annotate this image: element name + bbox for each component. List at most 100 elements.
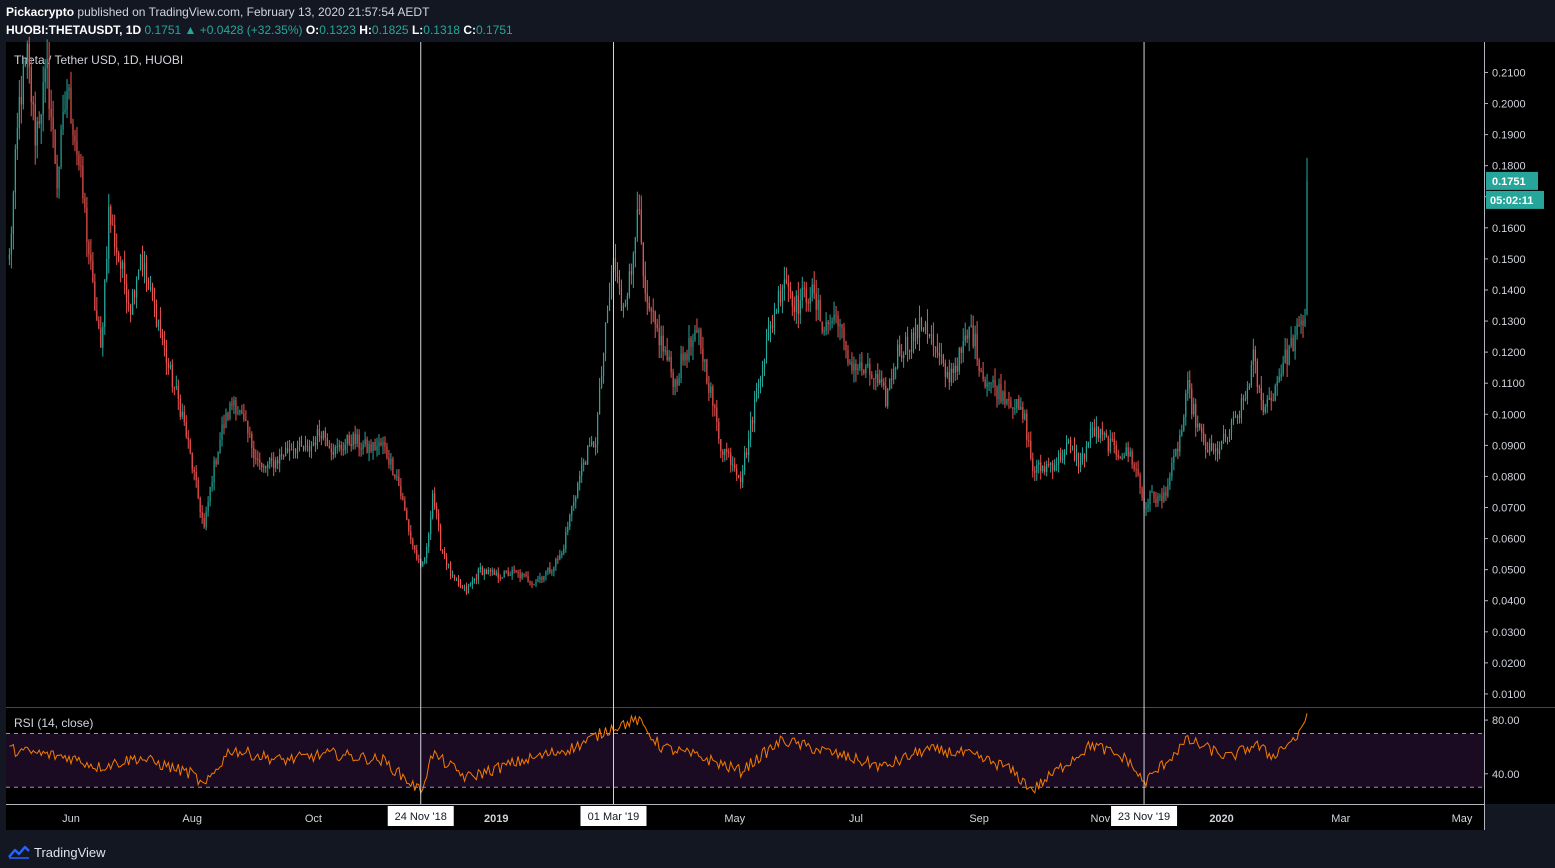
candle-body	[789, 286, 791, 292]
candle-body	[1075, 452, 1078, 461]
candle-body	[972, 325, 974, 347]
series-title: Theta / Tether USD, 1D, HUOBI	[14, 53, 183, 67]
last-price-label: 0.1751	[1492, 176, 1526, 188]
candle-body	[404, 500, 406, 511]
candle-body	[388, 457, 390, 465]
candle-body	[765, 339, 768, 359]
candle-body	[1105, 433, 1107, 438]
candle-body	[122, 262, 124, 269]
tradingview-logo-icon[interactable]	[8, 845, 30, 859]
candle-body	[982, 371, 984, 380]
high-value: 0.1825	[371, 23, 409, 37]
candle-body	[273, 460, 275, 469]
candle-body	[1133, 464, 1135, 469]
candle-body	[1300, 320, 1302, 325]
candle-body	[1226, 436, 1229, 438]
candle-body	[650, 308, 652, 311]
candle-body	[277, 459, 279, 464]
candle-body	[771, 325, 774, 328]
candle-body	[400, 485, 402, 497]
candle-body	[294, 448, 297, 454]
candle-body	[547, 567, 549, 572]
candle-body	[1163, 492, 1165, 502]
candle-body	[620, 288, 623, 311]
candle-body	[646, 293, 648, 303]
candle-body	[449, 563, 452, 576]
time-axis[interactable]	[6, 804, 1484, 830]
candle-body	[513, 569, 515, 571]
candle-body	[1141, 487, 1143, 498]
candle-body	[1002, 391, 1004, 402]
candle-body	[16, 128, 18, 150]
candle-body	[130, 304, 132, 315]
candle-body	[312, 442, 315, 446]
candle-body	[487, 569, 489, 574]
candle-body	[358, 434, 360, 449]
candle-body	[922, 329, 925, 331]
price-axis[interactable]	[1484, 42, 1555, 804]
candle-body	[924, 322, 927, 331]
price-tick-label: 0.1300	[1492, 316, 1526, 328]
candle-body	[211, 482, 213, 487]
candle-body	[716, 407, 718, 422]
candle-body	[539, 577, 541, 580]
candle-body	[370, 444, 372, 451]
candle-body	[974, 333, 976, 347]
time-tick-label: Jun	[62, 813, 80, 825]
candle-body	[48, 58, 50, 109]
candle-body	[290, 449, 293, 451]
candle-body	[1127, 447, 1129, 457]
candle-body	[807, 302, 809, 304]
candle-body	[1276, 381, 1278, 386]
price-pane[interactable]	[6, 42, 1484, 707]
candle-body	[932, 334, 935, 347]
candle-body	[509, 575, 511, 577]
publisher-name[interactable]: Pickacrypto	[6, 5, 75, 19]
price-tick-label: 0.1100	[1492, 378, 1525, 390]
candle-body	[841, 324, 843, 328]
candle-body	[1216, 448, 1219, 455]
candle-body	[76, 141, 78, 155]
candle-body	[714, 405, 716, 408]
candle-body	[956, 365, 958, 372]
symbol-label[interactable]: HUOBI:THETAUSDT, 1D	[6, 23, 142, 37]
candle-body	[656, 324, 658, 329]
candle-body	[153, 299, 156, 304]
candle-body	[952, 368, 954, 373]
candle-body	[1006, 398, 1008, 405]
price-tick-label: 0.1500	[1492, 254, 1526, 266]
candle-body	[416, 550, 418, 560]
candle-body	[364, 439, 366, 445]
open-value: 0.1323	[319, 23, 356, 37]
candle-body	[24, 60, 26, 66]
candle-body	[885, 385, 887, 407]
candle-body	[1274, 385, 1276, 401]
candle-body	[124, 262, 126, 285]
candle-body	[1183, 416, 1185, 431]
candle-body	[336, 446, 338, 448]
candle-body	[755, 387, 758, 400]
candle-body	[690, 338, 692, 347]
candle-body	[308, 446, 311, 452]
close-value: 0.1751	[476, 23, 513, 37]
candle-body	[751, 419, 754, 424]
candle-body	[553, 566, 555, 572]
candle-body	[787, 282, 789, 287]
published-text: published on TradingView.com, February 1…	[77, 5, 430, 19]
candle-body	[914, 324, 917, 342]
candle-body	[694, 329, 696, 341]
candle-body	[1159, 495, 1161, 497]
price-tick-label: 0.0700	[1492, 503, 1526, 515]
candle-body	[1201, 427, 1203, 433]
candle-body	[183, 411, 185, 422]
candle-body	[1024, 413, 1026, 419]
candle-body	[1010, 400, 1012, 408]
candle-body	[849, 361, 851, 363]
candle-body	[40, 114, 42, 124]
brand-name[interactable]: TradingView	[34, 845, 106, 860]
candle-body	[551, 571, 553, 573]
candle-body	[86, 207, 88, 243]
candle-body	[986, 383, 988, 387]
candle-body	[688, 338, 690, 360]
